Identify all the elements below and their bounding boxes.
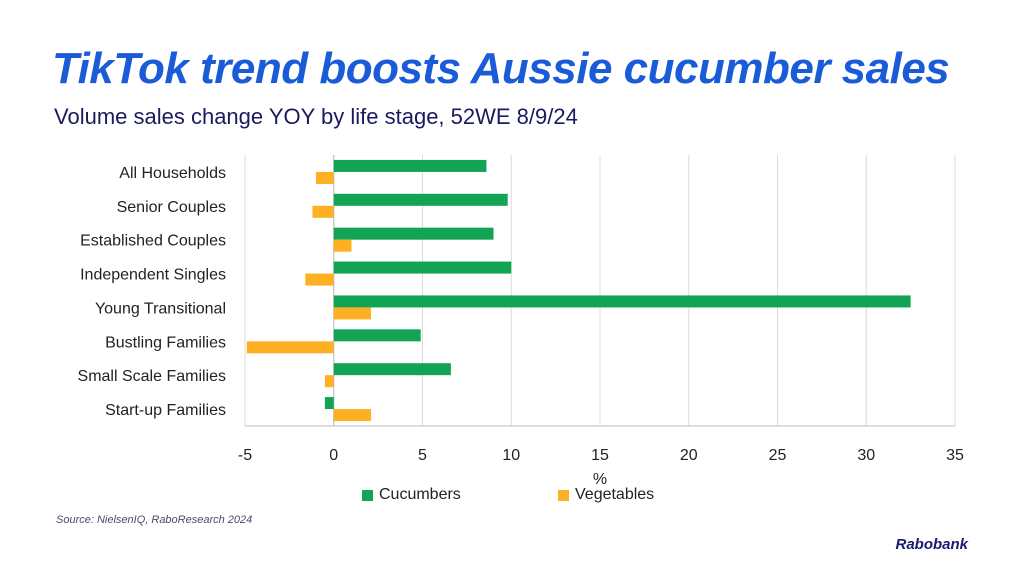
bar-cucumbers [333, 329, 421, 342]
x-tick-label: -5 [238, 447, 252, 464]
bar-vegetables [316, 171, 334, 184]
chart-title: TikTok trend boosts Aussie cucumber sale… [52, 44, 950, 93]
x-tick-label: 30 [857, 447, 875, 464]
legend-item-cucumbers: Cucumbers [362, 486, 461, 504]
category-label: Start-up Families [105, 402, 226, 419]
legend-label-cucumbers: Cucumbers [379, 486, 461, 503]
legend-swatch-cucumbers [362, 489, 373, 501]
bar-vegetables [246, 341, 334, 354]
bar-vegetables [333, 239, 352, 252]
category-label: Senior Couples [117, 199, 226, 216]
legend-swatch-vegetables [558, 489, 569, 501]
category-label: Bustling Families [105, 334, 226, 351]
rabobank-logo: Rabobank [895, 536, 968, 553]
bar-cucumbers [333, 159, 487, 172]
bar-vegetables [333, 307, 372, 320]
legend-item-vegetables: Vegetables [558, 486, 654, 504]
x-tick-label: 10 [502, 447, 520, 464]
bar-cucumbers [324, 397, 334, 410]
bar-cucumbers [333, 227, 494, 240]
x-tick-label: 35 [946, 447, 964, 464]
bar-vegetables [312, 205, 334, 218]
bar-vegetables [305, 273, 334, 286]
category-label: Established Couples [80, 233, 226, 250]
x-tick-label: 15 [591, 447, 609, 464]
x-tick-label: 20 [680, 447, 698, 464]
bar-cucumbers [333, 193, 508, 206]
x-tick-label: 25 [769, 447, 787, 464]
category-label: Independent Singles [80, 267, 226, 284]
bar-vegetables [333, 409, 372, 422]
category-label: Young Transitional [95, 300, 226, 317]
legend-label-vegetables: Vegetables [575, 486, 655, 503]
x-tick-label: 0 [329, 447, 338, 464]
category-label: All Households [119, 165, 226, 182]
category-label: Small Scale Families [78, 368, 226, 385]
bar-cucumbers [333, 261, 512, 274]
bar-cucumbers [333, 363, 451, 376]
bar-cucumbers [333, 295, 911, 308]
source-note: Source: NielsenIQ, RaboResearch 2024 [56, 514, 253, 526]
bar-vegetables [324, 375, 334, 388]
x-tick-label: 5 [418, 447, 427, 464]
x-axis-label: % [593, 471, 607, 488]
chart-subtitle: Volume sales change YOY by life stage, 5… [54, 104, 578, 129]
